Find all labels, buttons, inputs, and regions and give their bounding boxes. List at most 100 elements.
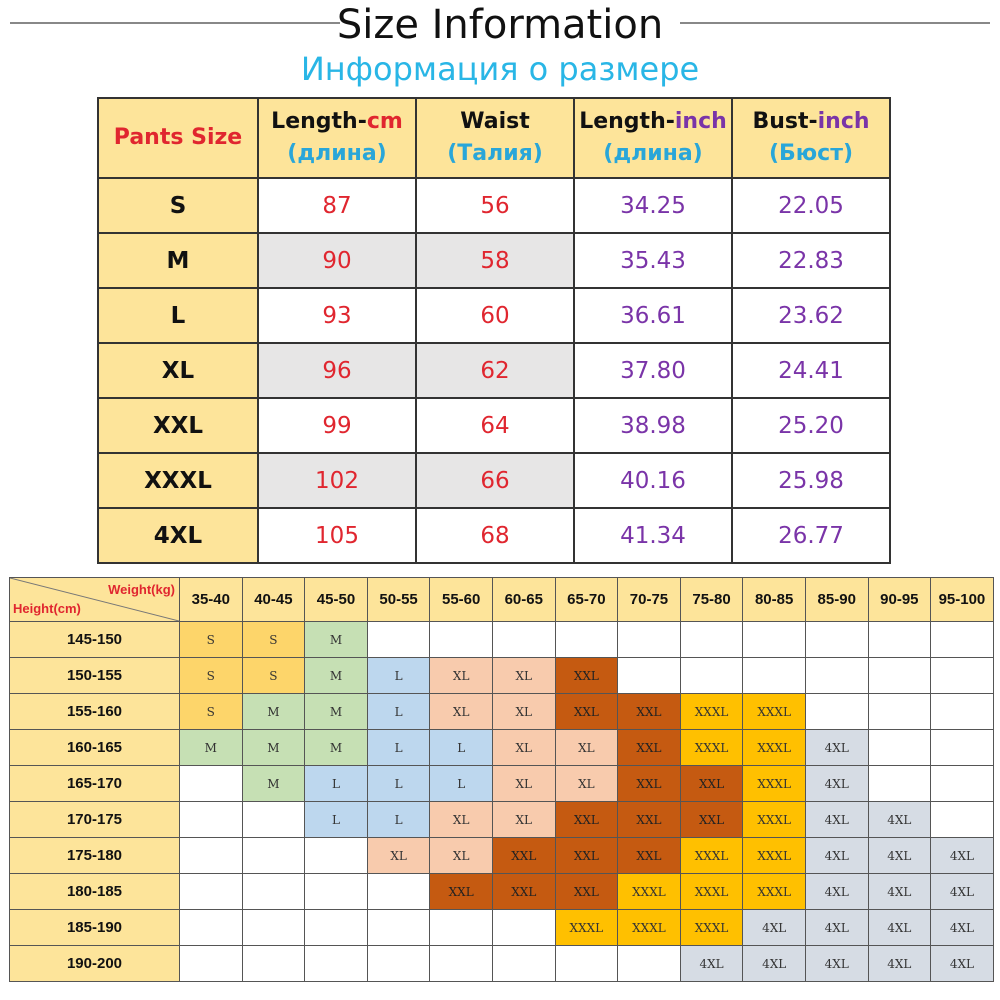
size-grid-cell: XXXL xyxy=(742,693,806,730)
size-grid-body: Weight(kg) Height(cm) 35-40 40-45 45-50 50-55… xyxy=(9,577,994,982)
empty-grid-cell xyxy=(429,945,493,982)
grid-row: 185-190 XXXL XXXL XXXL 4XL 4XL 4XL 4XL xyxy=(9,909,994,946)
empty-grid-cell xyxy=(867,693,932,730)
length-cm-cell: 102 xyxy=(257,452,417,509)
empty-grid-cell xyxy=(179,801,243,838)
size-table-row: M 90 58 35.43 22.83 xyxy=(97,232,891,289)
empty-grid-cell xyxy=(179,765,243,802)
size-grid-cell: 4XL xyxy=(804,765,869,802)
size-grid-cell: M xyxy=(241,729,306,766)
size-grid-cell: XL xyxy=(491,801,556,838)
size-grid-cell: 4XL xyxy=(742,909,806,946)
title-row: Size Information xyxy=(0,0,1000,50)
size-table-row: S 87 56 34.25 22.05 xyxy=(97,177,891,234)
header-length-inch-ru: (длина) xyxy=(603,141,703,166)
grid-row: 170-175 L L XL XL XXL XXL XXL XXXL 4XL 4XL xyxy=(9,801,994,838)
size-grid-cell: XL xyxy=(491,693,556,730)
empty-grid-cell xyxy=(742,657,806,694)
size-grid-cell: XL xyxy=(429,657,493,694)
size-table-row: 4XL 105 68 41.34 26.77 xyxy=(97,507,891,564)
size-cell: XL xyxy=(97,342,259,399)
size-table-header-row: Pants Size Length-cm (длина) Waist (Тали… xyxy=(97,97,891,179)
size-grid-cell: M xyxy=(304,693,368,730)
size-grid-cell: XXL xyxy=(491,873,556,910)
grid-row: 160-165 M M M L L XL XL XXL XXXL XXXL 4XL xyxy=(9,729,994,766)
bust-inch-cell: 25.20 xyxy=(731,397,891,454)
header-waist-label: Waist xyxy=(460,109,530,134)
size-grid-cell: XXXL xyxy=(617,873,681,910)
empty-grid-cell xyxy=(554,621,619,658)
size-grid-cell: XXL xyxy=(491,837,556,874)
weight-range-header: 50-55 xyxy=(366,577,431,622)
empty-grid-cell xyxy=(867,621,932,658)
size-grid-cell: XXXL xyxy=(742,765,806,802)
size-grid-cell: M xyxy=(241,693,306,730)
empty-grid-cell xyxy=(241,909,306,946)
empty-grid-cell xyxy=(617,621,681,658)
grid-row: 155-160 S M M L XL XL XXL XXL XXXL XXXL xyxy=(9,693,994,730)
weight-range-header: 80-85 xyxy=(742,577,806,622)
size-grid-cell: XXXL xyxy=(679,837,744,874)
size-grid-cell: M xyxy=(179,729,243,766)
height-range-header: 175-180 xyxy=(9,837,180,874)
size-grid-cell: XXXL xyxy=(679,873,744,910)
empty-grid-cell xyxy=(179,909,243,946)
length-inch-cell: 38.98 xyxy=(573,397,733,454)
bust-inch-cell: 24.41 xyxy=(731,342,891,399)
size-table-row: XXXL 102 66 40.16 25.98 xyxy=(97,452,891,509)
empty-grid-cell xyxy=(366,873,431,910)
size-grid-cell: XXXL xyxy=(742,873,806,910)
empty-grid-cell xyxy=(304,837,368,874)
size-grid-cell: L xyxy=(366,801,431,838)
size-grid-cell: XXL xyxy=(679,765,744,802)
size-table-row: L 93 60 36.61 23.62 xyxy=(97,287,891,344)
size-grid-cell: 4XL xyxy=(930,945,994,982)
size-grid-cell: 4XL xyxy=(930,837,994,874)
empty-grid-cell xyxy=(429,909,493,946)
empty-grid-cell xyxy=(179,873,243,910)
size-grid-cell: S xyxy=(179,693,243,730)
header-waist-ru: (Талия) xyxy=(447,141,543,166)
grid-row: 165-170 M L L L XL XL XXL XXL XXXL 4XL xyxy=(9,765,994,802)
size-grid-cell: XXL xyxy=(554,837,619,874)
size-grid-cell: L xyxy=(429,765,493,802)
empty-grid-cell xyxy=(179,837,243,874)
height-range-header: 185-190 xyxy=(9,909,180,946)
grid-row: 150-155 S S M L XL XL XXL xyxy=(9,657,994,694)
size-grid-cell: XXL xyxy=(554,693,619,730)
size-grid-cell: 4XL xyxy=(930,909,994,946)
empty-grid-cell xyxy=(491,945,556,982)
length-cm-cell: 93 xyxy=(257,287,417,344)
size-grid-cell: XXXL xyxy=(742,729,806,766)
size-grid-cell: XXL xyxy=(554,873,619,910)
height-range-header: 160-165 xyxy=(9,729,180,766)
height-range-header: 190-200 xyxy=(9,945,180,982)
empty-grid-cell xyxy=(617,945,681,982)
length-cm-cell: 87 xyxy=(257,177,417,234)
size-grid-cell: XXXL xyxy=(617,909,681,946)
length-inch-cell: 41.34 xyxy=(573,507,733,564)
empty-grid-cell xyxy=(930,729,994,766)
size-grid-cell: XXL xyxy=(429,873,493,910)
empty-grid-cell xyxy=(491,909,556,946)
empty-grid-cell xyxy=(366,945,431,982)
size-grid-cell: XXXL xyxy=(742,837,806,874)
empty-grid-cell xyxy=(804,621,869,658)
size-grid-cell: L xyxy=(366,765,431,802)
bust-inch-cell: 22.83 xyxy=(731,232,891,289)
weight-range-header: 95-100 xyxy=(930,577,994,622)
empty-grid-cell xyxy=(930,693,994,730)
weight-range-header: 55-60 xyxy=(429,577,493,622)
empty-grid-cell xyxy=(930,621,994,658)
grid-corner-cell: Weight(kg) Height(cm) xyxy=(9,577,180,622)
size-grid-cell: 4XL xyxy=(867,801,932,838)
header-pants-size: Pants Size xyxy=(97,97,259,179)
header-length-cm-unit: cm xyxy=(366,109,403,134)
size-grid-cell: XL xyxy=(429,693,493,730)
bust-inch-cell: 26.77 xyxy=(731,507,891,564)
empty-grid-cell xyxy=(366,621,431,658)
header-bust-inch-ru: (Бюст) xyxy=(768,141,854,166)
empty-grid-cell xyxy=(930,657,994,694)
size-table-row: XXL 99 64 38.98 25.20 xyxy=(97,397,891,454)
empty-grid-cell xyxy=(241,873,306,910)
